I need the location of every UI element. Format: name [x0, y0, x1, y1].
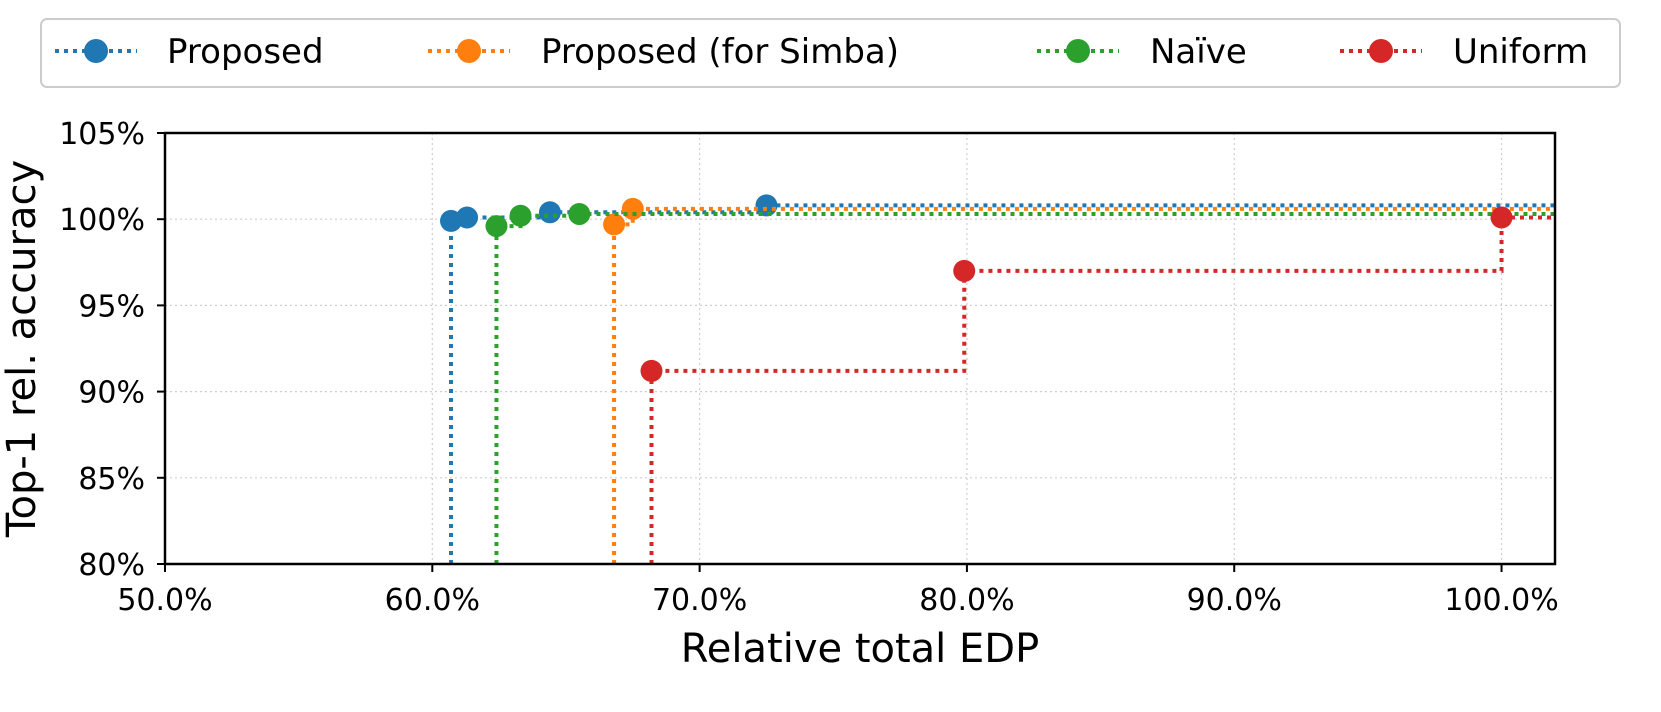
- series-uniform: [640, 206, 1555, 564]
- y-tick-label: 80%: [78, 548, 145, 583]
- series-line: [649, 215, 1555, 564]
- data-point: [1490, 206, 1513, 229]
- legend-item-proposed-simba: Proposed (for Simba): [428, 32, 899, 72]
- data-point: [953, 259, 976, 282]
- data-point: [538, 201, 561, 224]
- x-tick-label: 100.0%: [1444, 583, 1558, 618]
- legend-swatch-marker: [457, 39, 481, 63]
- legend-item-proposed: Proposed: [55, 32, 324, 72]
- series-proposed-for-simba: [603, 197, 1555, 564]
- legend-label-proposed: Proposed: [167, 32, 324, 72]
- series-na-ve: [485, 203, 1555, 564]
- legend-item-naive: Naïve: [1037, 32, 1247, 72]
- legend-swatch-marker: [1066, 39, 1090, 63]
- legend-label-uniform: Uniform: [1453, 32, 1588, 72]
- series-proposed: [440, 194, 1555, 564]
- series-layer: [440, 194, 1555, 564]
- ticks: 50.0% 60.0% 70.0% 80.0% 90.0% 100.0% 80% 85% 90%…: [59, 117, 1559, 618]
- data-point: [640, 359, 663, 382]
- x-tick-label: 70.0%: [652, 583, 747, 618]
- x-tick-label: 80.0%: [919, 583, 1014, 618]
- legend-swatch-marker: [1369, 39, 1393, 63]
- legend-swatch-marker: [84, 39, 108, 63]
- legend-label-proposed-simba: Proposed (for Simba): [541, 32, 899, 72]
- data-point: [621, 197, 644, 220]
- data-point: [755, 194, 778, 217]
- grid: [164, 132, 1555, 565]
- y-tick-label: 100%: [59, 203, 145, 238]
- data-point: [485, 215, 508, 238]
- series-line: [494, 212, 1555, 564]
- x-axis-label: Relative total EDP: [681, 626, 1039, 672]
- x-tick-label: 60.0%: [385, 583, 480, 618]
- x-tick-label: 90.0%: [1187, 583, 1282, 618]
- legend-label-naive: Naïve: [1150, 32, 1247, 72]
- data-point: [456, 206, 479, 229]
- x-tick-label: 50.0%: [117, 583, 212, 618]
- data-point: [509, 204, 532, 227]
- series-line: [449, 203, 1555, 564]
- plot-frame: [163, 131, 1557, 566]
- series-line: [612, 206, 1555, 564]
- y-tick-label: 105%: [59, 117, 145, 152]
- y-tick-label: 95%: [78, 289, 145, 324]
- legend-frame: [40, 18, 1621, 88]
- y-tick-label: 85%: [78, 462, 145, 497]
- legend-item-uniform: Uniform: [1340, 32, 1588, 72]
- y-tick-label: 90%: [78, 376, 145, 411]
- legend: Proposed Proposed (for Simba) Naïve Unif…: [40, 18, 1621, 88]
- data-point: [568, 203, 591, 226]
- data-point: [603, 213, 626, 236]
- y-axis-label: Top-1 rel. accuracy: [0, 160, 45, 538]
